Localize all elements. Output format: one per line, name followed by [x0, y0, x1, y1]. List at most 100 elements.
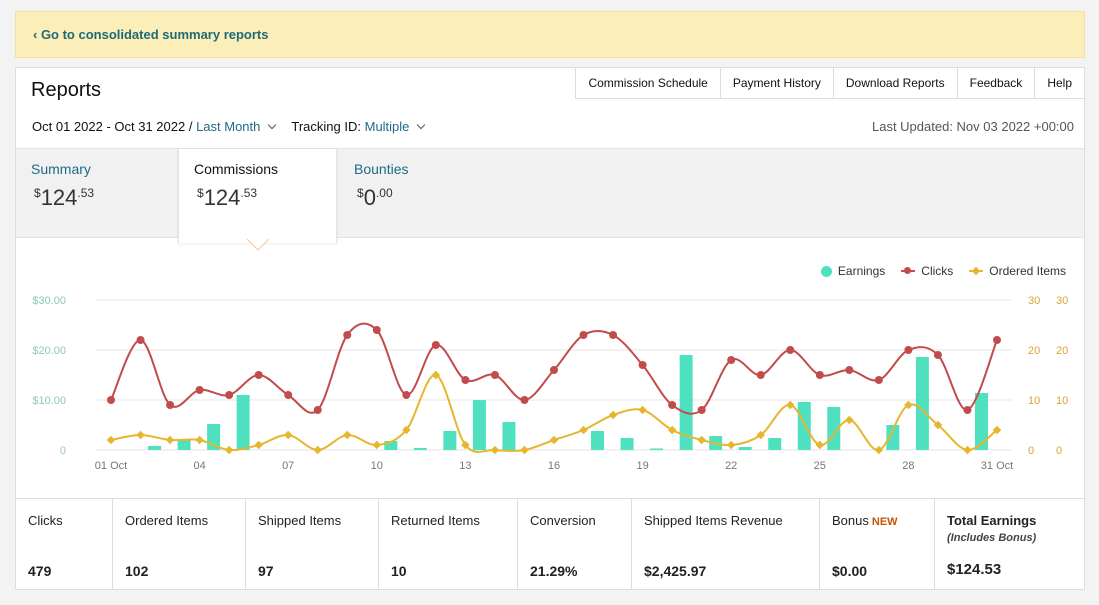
tab-summary[interactable]: Summary $124.53	[16, 149, 178, 238]
y-left-tick-label: $20.00	[32, 345, 66, 357]
x-tick-label: 31 Oct	[981, 460, 1013, 472]
earnings-bar	[236, 395, 250, 450]
stat-value: 102	[125, 563, 149, 579]
earnings-bar	[650, 448, 664, 450]
earnings-bar	[620, 438, 634, 450]
chart-legend: Earnings Clicks Ordered Items	[805, 264, 1066, 278]
reports-card: Reports Commission Schedule Payment Hist…	[15, 67, 1085, 590]
earnings-bar	[472, 400, 486, 450]
clicks-point	[313, 406, 322, 414]
last-updated: Last Updated: Nov 03 2022 +00:00	[871, 119, 1074, 134]
nav-help[interactable]: Help	[1034, 67, 1085, 99]
ordered-items-point	[579, 425, 588, 435]
consolidated-banner: ‹ Go to consolidated summary reports	[15, 11, 1085, 58]
stat-value: $124.53	[947, 561, 1002, 578]
tab-commissions-label: Commissions	[194, 161, 279, 177]
clicks-point	[254, 371, 263, 379]
nav-commission-schedule[interactable]: Commission Schedule	[575, 67, 720, 99]
stat-total-earnings: Total Earnings (Includes Bonus) $124.53	[935, 499, 1084, 590]
nav-feedback[interactable]: Feedback	[956, 67, 1035, 99]
clicks-point	[284, 391, 293, 399]
clicks-point	[343, 331, 352, 339]
clicks-point	[815, 371, 824, 379]
stat-ordered-items: Ordered Items 102	[113, 499, 246, 590]
y-right-tick-label: 10	[1056, 395, 1068, 407]
clicks-point	[874, 376, 883, 384]
legend-clicks[interactable]: Clicks	[901, 264, 953, 278]
x-tick-label: 07	[282, 460, 294, 472]
x-tick-label: 01 Oct	[95, 460, 127, 472]
ordered-items-point	[490, 445, 500, 455]
stat-label: Shipped Items Revenue	[644, 513, 783, 528]
ordered-items-point	[608, 410, 618, 420]
tab-bounties-value: $0.00	[357, 185, 393, 210]
earnings-bar	[738, 447, 752, 450]
earnings-bar	[797, 402, 811, 450]
stat-clicks: Clicks 479	[16, 499, 113, 590]
ordered-items-point	[224, 445, 234, 455]
earnings-bar	[915, 357, 929, 450]
clicks-point	[490, 371, 499, 379]
stat-label: Clicks	[28, 513, 63, 528]
nav-download-reports[interactable]: Download Reports	[832, 67, 957, 99]
ordered-items-point	[638, 405, 647, 415]
y-right-tick-label: 20	[1028, 345, 1040, 357]
stat-label: Bonus NEW	[832, 513, 898, 528]
y-right-tick-label: 20	[1056, 345, 1068, 357]
clicks-point	[166, 401, 175, 409]
earnings-bar	[974, 393, 988, 450]
tab-bounties[interactable]: Bounties $0.00	[339, 149, 499, 238]
clicks-point	[756, 371, 765, 379]
x-tick-label: 13	[459, 460, 471, 472]
ordered-items-point	[461, 440, 470, 450]
ordered-items-point	[283, 430, 293, 440]
ordered-items-point	[165, 435, 175, 445]
clicks-point	[668, 401, 677, 409]
ordered-items-point	[402, 425, 411, 435]
stat-conversion: Conversion 21.29%	[518, 499, 632, 590]
tab-commissions[interactable]: Commissions $124.53	[178, 149, 337, 243]
ordered-items-point	[845, 415, 854, 425]
clicks-point	[550, 366, 558, 374]
clicks-point	[933, 351, 942, 359]
ordered-items-point	[697, 435, 706, 445]
nav-payment-history[interactable]: Payment History	[719, 67, 833, 99]
tracking-id-dropdown[interactable]: Multiple	[364, 119, 410, 134]
ordered-items-point	[904, 400, 913, 410]
y-right-tick-label: 0	[1028, 445, 1034, 457]
chevron-down-icon[interactable]	[268, 120, 277, 130]
x-tick-label: 19	[636, 460, 648, 472]
ordered-items-point	[195, 435, 204, 445]
stat-bonus: Bonus NEW $0.00	[820, 499, 935, 590]
y-right-tick-label: 0	[1056, 445, 1062, 457]
x-tick-label: 04	[193, 460, 205, 472]
earnings-bar	[768, 438, 782, 450]
earnings-bar	[591, 431, 605, 450]
clicks-point	[520, 396, 529, 404]
y-left-tick-label: $30.00	[32, 295, 66, 307]
period-dropdown[interactable]: Last Month	[196, 119, 261, 134]
x-tick-label: 22	[725, 460, 737, 472]
ordered-items-line-icon	[969, 266, 984, 276]
stat-value: $2,425.97	[644, 563, 707, 579]
tab-bounties-label: Bounties	[354, 161, 409, 177]
earnings-bar	[413, 448, 427, 450]
legend-ordered-items[interactable]: Ordered Items	[969, 264, 1066, 278]
clicks-line-icon	[901, 267, 916, 274]
ordered-items-point	[431, 370, 441, 380]
clicks-point	[225, 391, 234, 399]
legend-earnings[interactable]: Earnings	[820, 264, 885, 278]
earnings-bar	[177, 439, 191, 450]
stat-shipped-items-revenue: Shipped Items Revenue $2,425.97	[632, 499, 820, 590]
consolidated-summary-link[interactable]: ‹ Go to consolidated summary reports	[33, 27, 269, 42]
ordered-items-point	[106, 435, 116, 445]
earnings-bar	[384, 441, 398, 450]
earnings-bar	[148, 446, 162, 450]
clicks-point	[402, 391, 411, 399]
clicks-point	[993, 336, 1001, 344]
chevron-down-icon[interactable]	[417, 120, 426, 130]
ordered-items-point	[254, 440, 263, 450]
stat-value: 479	[28, 563, 52, 579]
tracking-id-label: Tracking ID:	[291, 119, 361, 134]
ordered-items-point	[963, 445, 972, 455]
